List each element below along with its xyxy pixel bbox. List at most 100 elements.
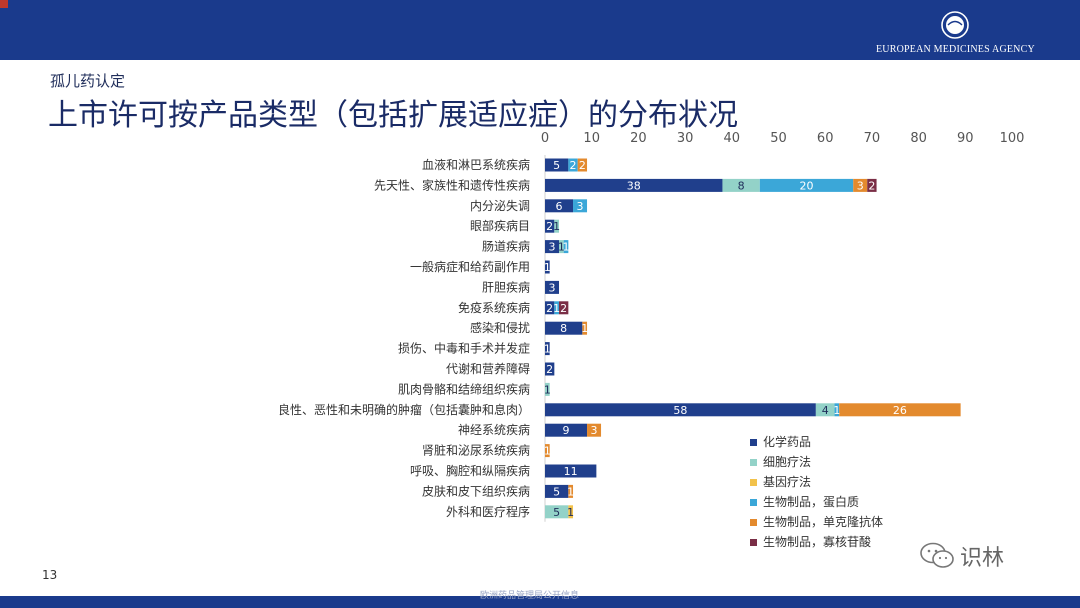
legend-swatch [750,519,757,526]
bar-value-label: 9 [563,424,570,437]
bar-value-label: 1 [544,445,551,458]
bar-segment [554,301,560,315]
bar-segment [563,240,569,254]
bar-value-label: 4 [822,404,829,417]
bar-segment [839,403,961,417]
x-tick-label: 60 [817,131,834,146]
bar-segment [834,403,840,417]
category-label: 呼吸、胸腔和纵隔疾病 [410,463,530,478]
corner-mark [0,0,8,8]
bar-value-label: 3 [857,179,864,192]
category-label: 免疫系统疾病 [458,300,530,315]
bar-segment [545,382,550,396]
x-tick-label: 0 [541,131,549,146]
bar-segment [545,505,569,519]
bar-value-label: 2 [546,220,553,233]
bar-segments [545,158,961,519]
bar-segment [545,423,588,437]
bar-value-label: 1 [544,383,551,396]
bar-segment [545,484,569,498]
bar-value-label: 20 [800,179,814,192]
legend-swatch [750,439,757,446]
bar-value-label: 5 [553,159,560,172]
bar-segment [545,178,723,192]
bar-segment [545,321,583,335]
x-tick-label: 20 [630,131,647,146]
bar-value-label: 3 [549,241,556,254]
bar-segment [722,178,760,192]
bar-value-label: 2 [579,159,586,172]
x-tick-label: 80 [910,131,927,146]
category-label: 眼部疾病目 [470,218,530,233]
bar-segment [545,219,555,233]
bar-value-label: 8 [738,179,745,192]
category-label: 一般病症和给药副作用 [410,259,530,274]
bar-value-label: 2 [546,363,553,376]
category-label: 良性、恶性和未明确的肿瘤（包括囊肿和息肉） [278,402,530,417]
x-tick-label: 40 [724,131,741,146]
bar-segment [545,158,569,172]
category-label: 血液和淋巴系统疾病 [422,157,530,172]
bar-value-label: 1 [833,404,840,417]
category-label: 皮肤和皮下组织疾病 [422,483,530,498]
ema-logo-icon [941,11,969,39]
agency-name: EUROPEAN MEDICINES AGENCY [876,44,1035,55]
slide-title: 上市许可按产品类型（包括扩展适应症）的分布状况 [48,98,738,133]
legend-swatch [750,539,757,546]
bar-segment [545,301,555,315]
category-labels: 血液和淋巴系统疾病先天性、家族性和遗传性疾病内分泌失调眼部疾病目肠道疾病一般病症… [278,157,530,519]
bar-value-label: 1 [544,343,551,356]
category-label: 感染和侵扰 [470,320,530,335]
bar-segment [582,321,588,335]
x-tick-label: 90 [957,131,974,146]
bar-value-label: 6 [556,200,563,213]
bar-segment [853,178,868,192]
bar-segment [545,464,597,478]
x-axis-ticks: 0 10 20 30 40 50 60 70 80 90 100 [541,131,1024,522]
bar-value-label: 26 [893,404,907,417]
bar-value-label: 8 [560,322,567,335]
bar-segment [568,158,578,172]
bar-value-label: 5 [553,506,560,519]
bar-value-label: 1 [581,322,588,335]
category-label: 外科和医疗程序 [446,504,530,519]
bar-segment [545,199,574,213]
bar-segment [867,178,877,192]
slide-subtitle: 孤儿药认定 [50,72,126,90]
bar-value-label: 1 [567,485,574,498]
bar-value-label: 1 [563,241,570,254]
footer-text: 欧洲药品管理局公开信息 [480,591,580,601]
category-label: 先天性、家族性和遗传性疾病 [374,177,530,192]
bar-segment [545,403,816,417]
bar-value-label: 5 [553,485,560,498]
category-label: 肾脏和泌尿系统疾病 [422,443,530,458]
page-number: 13 [42,568,58,582]
category-label: 代谢和营养障碍 [446,361,530,376]
legend-label: 细胞疗法 [763,455,811,469]
bar-segment [545,260,550,274]
x-tick-label: 70 [864,131,881,146]
bar-value-label: 11 [564,465,578,478]
bar-value-label: 2 [560,302,567,315]
category-label: 神经系统疾病 [458,422,530,437]
bar-value-label: 1 [567,506,574,519]
bar-value-label: 2 [570,159,577,172]
category-label: 内分泌失调 [470,198,530,213]
bar-value-label: 1 [553,302,560,315]
legend-label: 生物制品，蛋白质 [763,494,859,509]
bar-segment [573,199,588,213]
bar-segment [545,240,560,254]
legend-label: 基因疗法 [763,475,811,489]
wechat-icon [920,542,954,568]
bar-value-label: 3 [577,200,584,213]
watermark-text: 识林 [960,546,1005,571]
bar-segment [545,362,555,376]
bar-value-label: 2 [868,179,875,192]
bar-value-label: 3 [591,424,598,437]
x-tick-label: 50 [770,131,787,146]
bar-segment [559,240,564,254]
legend-swatch [750,499,757,506]
